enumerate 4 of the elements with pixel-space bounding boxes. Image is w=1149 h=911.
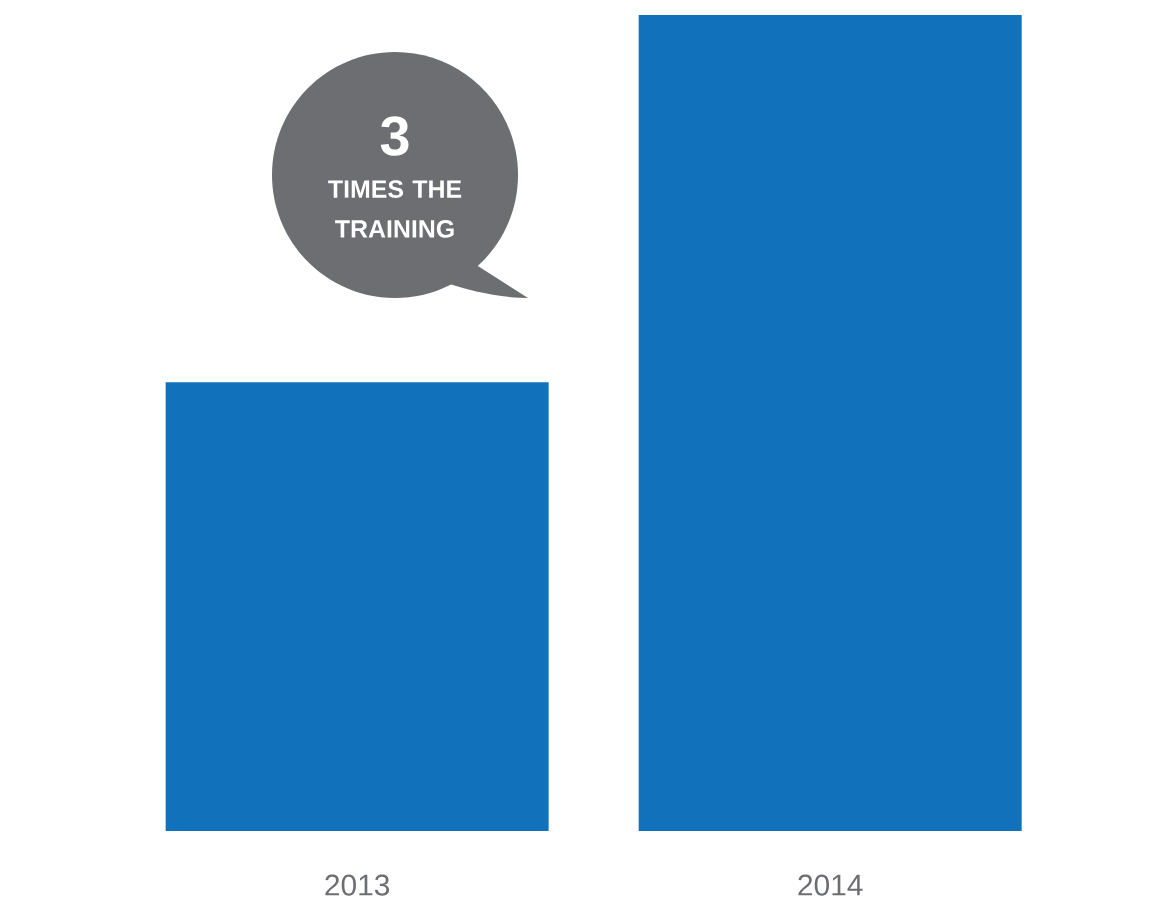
- annotation: 3: [380, 116, 409, 156]
- x-tick-label: 2013: [325, 874, 390, 896]
- x-tick-label: 2014: [798, 874, 863, 896]
- annotation: TIMES THE TRAINING: [328, 180, 462, 238]
